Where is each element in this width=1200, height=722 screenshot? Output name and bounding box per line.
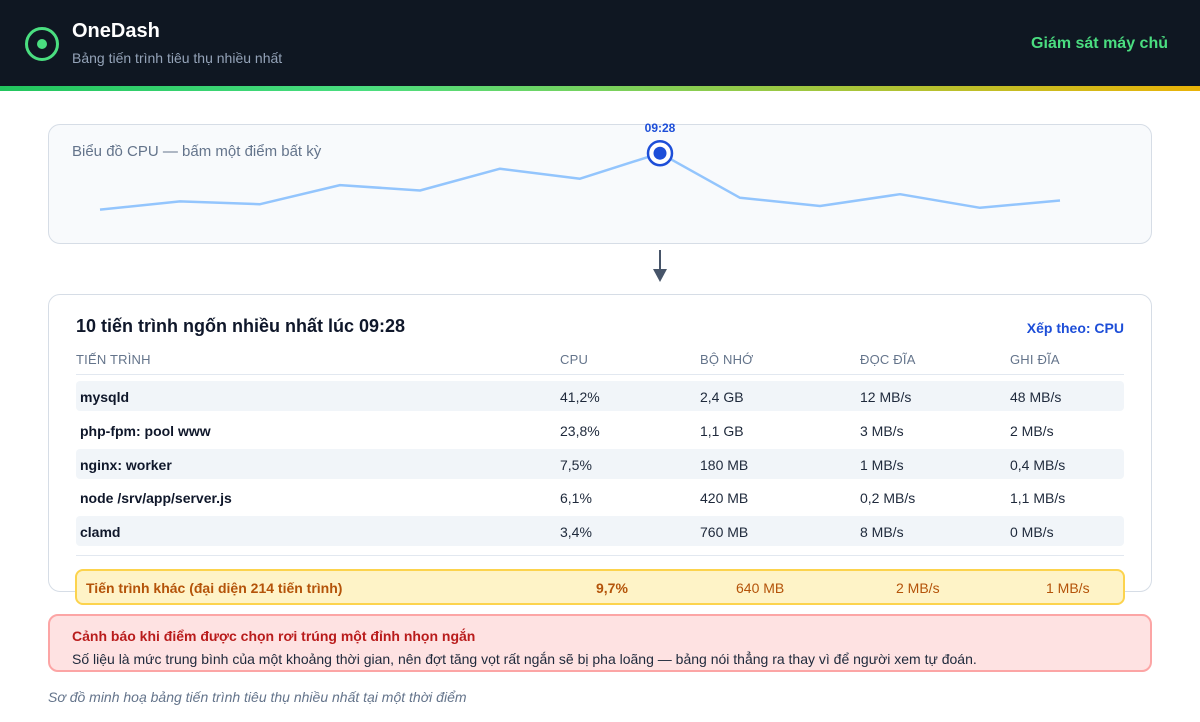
process-memory: 2,4 GB (700, 389, 744, 405)
process-memory: 180 MB (700, 457, 749, 473)
table-row[interactable]: mysqld 41,2% 2,4 GB 12 MB/s 48 MB/s (76, 381, 1124, 411)
process-name: mysqld (80, 389, 130, 405)
server-monitor-link[interactable]: Giám sát máy chủ (1031, 35, 1168, 52)
process-disk-write: 0 MB/s (1010, 524, 1054, 540)
process-disk-read: 3 MB/s (860, 423, 904, 439)
app-header: OneDash Bảng tiến trình tiêu thụ nhiều n… (0, 0, 1200, 86)
process-memory: 1,1 GB (700, 423, 744, 439)
process-cpu: 3,4% (560, 524, 592, 540)
process-cpu: 7,5% (560, 457, 592, 473)
process-memory: 760 MB (700, 524, 749, 540)
process-disk-write: 2 MB/s (1010, 423, 1054, 439)
spike-warning-alert: Cảnh báo khi điểm được chọn rơi trúng mộ… (48, 614, 1152, 672)
process-cpu: 6,1% (560, 490, 592, 506)
cpu-series-line (99, 151, 1061, 211)
chart-hint: Biểu đồ CPU — bấm một điểm bất kỳ (72, 143, 322, 160)
process-name: nginx: worker (80, 457, 172, 473)
other-processes-memory: 640 MB (736, 580, 785, 596)
other-processes-row[interactable]: Tiến trình khác (đại diện 214 tiến trình… (75, 569, 1125, 605)
chart-point[interactable] (251, 195, 269, 213)
selected-time-label: 09:28 (645, 121, 676, 135)
table-footer-divider (76, 555, 1124, 556)
chart-point[interactable] (891, 185, 909, 203)
chart-point[interactable] (331, 176, 349, 194)
chart-point[interactable] (571, 170, 589, 188)
process-cpu: 41,2% (560, 389, 600, 405)
chart-point[interactable] (411, 182, 429, 200)
header-accent-bar (0, 86, 1200, 91)
process-disk-write: 1,1 MB/s (1010, 490, 1066, 506)
process-disk-write: 48 MB/s (1010, 389, 1062, 405)
table-title: 10 tiến trình ngốn nhiều nhất lúc 09:28 (76, 316, 406, 336)
app-title: OneDash (72, 20, 160, 42)
cpu-line-chart[interactable]: 09:28 (0, 0, 1200, 250)
column-header-process[interactable]: Tiến trình (76, 352, 151, 367)
chart-point[interactable] (491, 160, 509, 178)
cpu-chart-card (48, 124, 1152, 244)
column-header-cpu[interactable]: CPU (560, 352, 589, 367)
table-row[interactable]: php-fpm: pool www 23,8% 1,1 GB 3 MB/s 2 … (76, 415, 1124, 445)
column-header-disk-write[interactable]: Ghi đĩa (1010, 352, 1060, 367)
selected-point-marker[interactable] (653, 146, 667, 160)
down-arrow-icon (653, 250, 667, 282)
column-header-memory[interactable]: Bộ nhớ (700, 352, 754, 367)
header-divider (76, 374, 1124, 375)
column-header-disk-read[interactable]: Đọc đĩa (860, 352, 916, 367)
table-row[interactable]: node /srv/app/server.js 6,1% 420 MB 0,2 … (76, 482, 1124, 512)
alert-body: Số liệu là mức trung bình của một khoảng… (72, 651, 977, 667)
other-processes-cpu: 9,7% (596, 580, 628, 596)
process-disk-read: 8 MB/s (860, 524, 904, 540)
chart-point[interactable] (1051, 192, 1069, 210)
logo-icon (25, 27, 59, 61)
other-processes-disk-read: 2 MB/s (896, 580, 940, 596)
chart-point[interactable] (811, 197, 829, 215)
chart-point[interactable] (91, 201, 109, 219)
process-name: node /srv/app/server.js (80, 490, 232, 506)
process-disk-read: 1 MB/s (860, 457, 904, 473)
figure-caption: Sơ đồ minh hoạ bảng tiến trình tiêu thụ … (48, 689, 467, 705)
alert-title: Cảnh báo khi điểm được chọn rơi trúng mộ… (72, 628, 476, 644)
app-subtitle: Bảng tiến trình tiêu thụ nhiều nhất (72, 50, 283, 66)
process-disk-read: 12 MB/s (860, 389, 912, 405)
process-disk-write: 0,4 MB/s (1010, 457, 1066, 473)
process-memory: 420 MB (700, 490, 749, 506)
process-name: clamd (80, 524, 121, 540)
table-row[interactable]: nginx: worker 7,5% 180 MB 1 MB/s 0,4 MB/… (76, 449, 1124, 479)
process-cpu: 23,8% (560, 423, 600, 439)
chart-point[interactable] (731, 189, 749, 207)
chart-point[interactable] (171, 192, 189, 210)
other-processes-disk-write: 1 MB/s (1046, 580, 1090, 596)
chart-point[interactable] (971, 199, 989, 217)
process-disk-read: 0,2 MB/s (860, 490, 916, 506)
process-name: php-fpm: pool www (80, 423, 211, 439)
sort-by-cpu-button[interactable]: Xếp theo: CPU (1026, 320, 1124, 336)
other-processes-name: Tiến trình khác (đại diện 214 tiến trình… (86, 580, 343, 596)
table-row[interactable]: clamd 3,4% 760 MB 8 MB/s 0 MB/s (76, 516, 1124, 546)
